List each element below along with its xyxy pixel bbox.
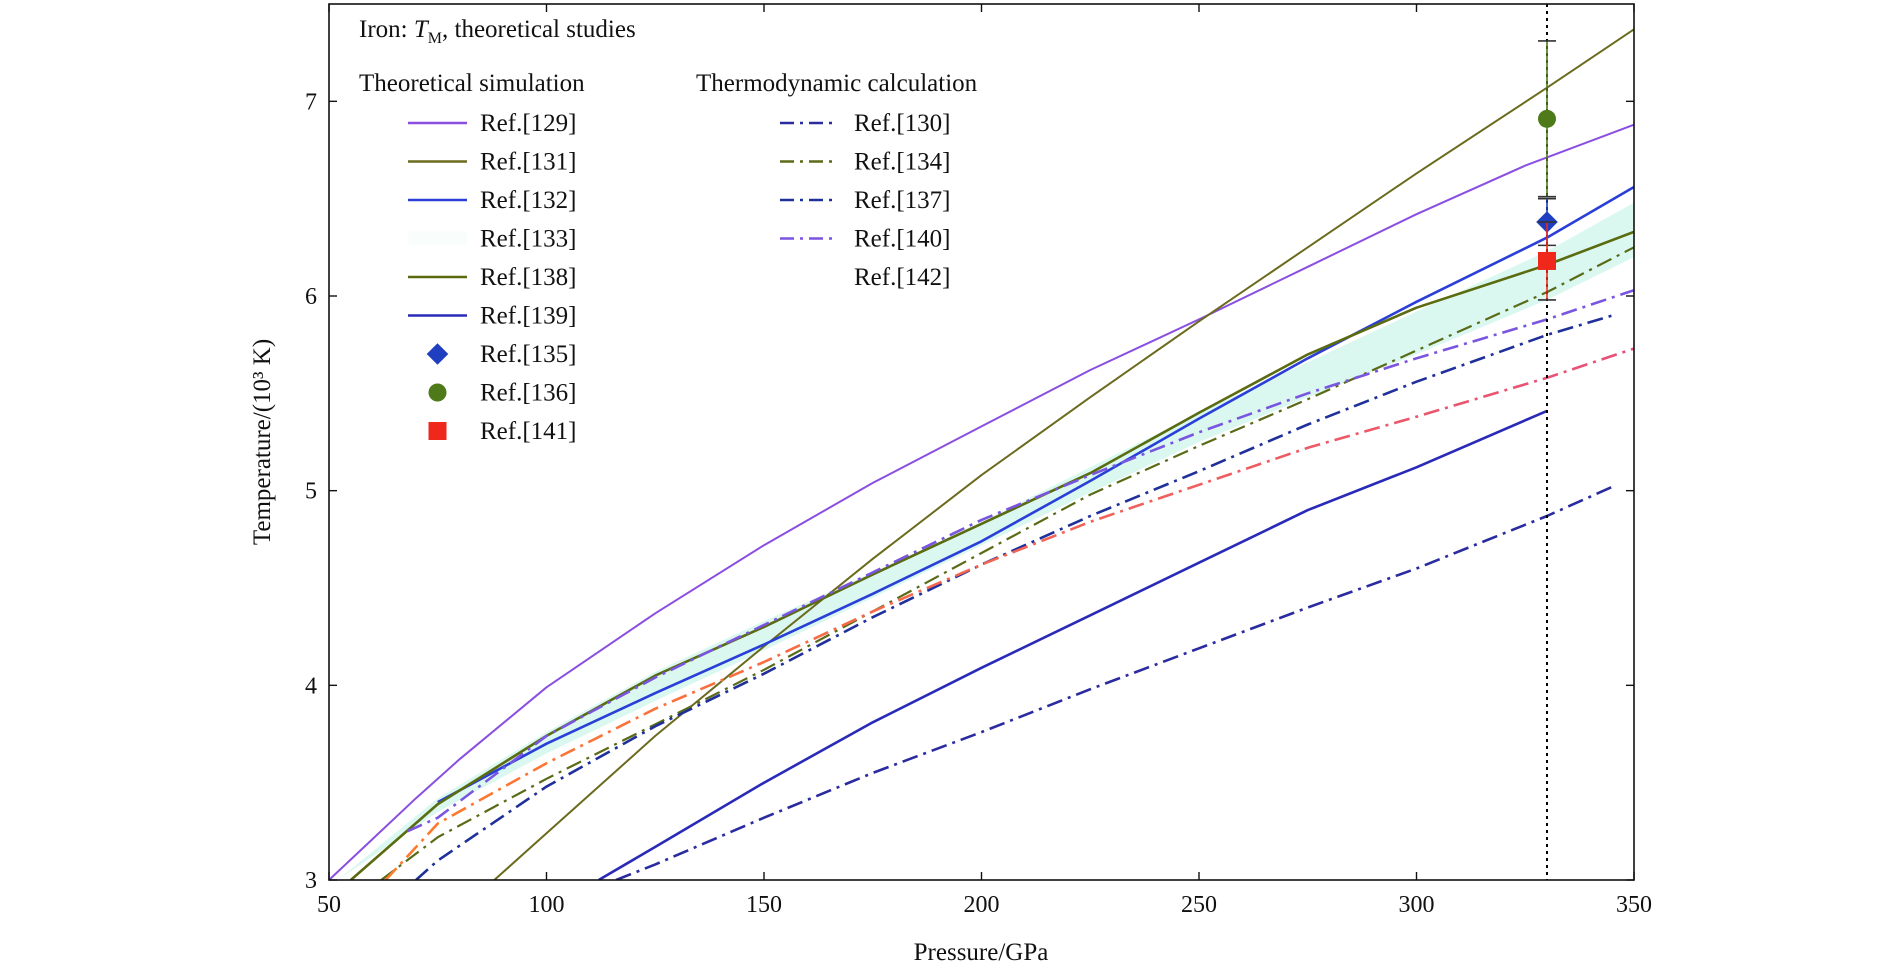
title-symbol: T bbox=[414, 16, 430, 43]
legend-label-ref-130: Ref.[130] bbox=[854, 110, 951, 137]
legend-swatch-ref-135 bbox=[426, 343, 449, 365]
x-tick-label: 350 bbox=[1616, 892, 1652, 918]
series-line-ref-130 bbox=[615, 485, 1613, 880]
series-line-ref-131 bbox=[493, 28, 1634, 880]
legend-label-ref-142: Ref.[142] bbox=[854, 264, 951, 291]
y-tick-label: 6 bbox=[305, 284, 317, 310]
legend-label-ref-132: Ref.[132] bbox=[480, 187, 577, 214]
x-tick-label: 250 bbox=[1181, 892, 1217, 918]
series-line-ref-132 bbox=[437, 185, 1634, 804]
legend-heading-thermodynamic: Thermodynamic calculation bbox=[696, 70, 978, 97]
series-line-ref-142 bbox=[384, 347, 1634, 880]
legend-label-ref-134: Ref.[134] bbox=[854, 149, 951, 176]
x-tick-label: 150 bbox=[746, 892, 782, 918]
legend-label-ref-129: Ref.[129] bbox=[480, 110, 577, 137]
series-line-ref-139 bbox=[598, 409, 1548, 880]
x-tick-label: 100 bbox=[529, 892, 565, 918]
legend-label-ref-140: Ref.[140] bbox=[854, 226, 951, 253]
data-point-ref-136 bbox=[1538, 109, 1556, 128]
legend-swatch-ref-133 bbox=[408, 231, 467, 246]
series-line-ref-129 bbox=[329, 123, 1634, 880]
legend-swatch-ref-141 bbox=[428, 422, 447, 440]
y-axis-label: Temperature/(10³ K) bbox=[249, 339, 276, 545]
legend-heading-simulation: Theoretical simulation bbox=[359, 70, 585, 97]
legend-label-ref-133: Ref.[133] bbox=[480, 226, 577, 253]
title-suffix: , theoretical studies bbox=[442, 16, 636, 43]
legend-label-ref-139: Ref.[139] bbox=[480, 303, 577, 330]
band-ref-133 bbox=[337, 202, 1634, 880]
y-tick-label: 4 bbox=[305, 673, 317, 699]
series-line-ref-140 bbox=[406, 288, 1634, 833]
y-tick-label: 5 bbox=[305, 479, 317, 505]
x-tick-label: 300 bbox=[1399, 892, 1435, 918]
series-line-ref-137 bbox=[415, 314, 1613, 880]
chart-title: Iron: TM, theoretical studies bbox=[359, 16, 636, 47]
title-prefix: Iron: bbox=[359, 16, 414, 43]
legend-label-ref-136: Ref.[136] bbox=[480, 380, 577, 407]
title-subscript: M bbox=[428, 30, 442, 47]
x-axis-label: Pressure/GPa bbox=[914, 939, 1049, 966]
legend-label-ref-137: Ref.[137] bbox=[854, 187, 951, 214]
series-line-ref-134 bbox=[380, 246, 1634, 880]
legend-label-ref-131: Ref.[131] bbox=[480, 149, 577, 176]
y-tick-label: 7 bbox=[305, 89, 317, 115]
legend-swatch-ref-136 bbox=[428, 383, 447, 402]
legend-label-ref-141: Ref.[141] bbox=[480, 418, 577, 445]
data-point-ref-141 bbox=[1538, 251, 1556, 270]
x-tick-label: 200 bbox=[964, 892, 1000, 918]
y-tick-label: 3 bbox=[305, 868, 317, 894]
x-tick-label: 50 bbox=[317, 892, 341, 918]
legend-label-ref-135: Ref.[135] bbox=[480, 341, 577, 368]
legend-label-ref-138: Ref.[138] bbox=[480, 264, 577, 291]
